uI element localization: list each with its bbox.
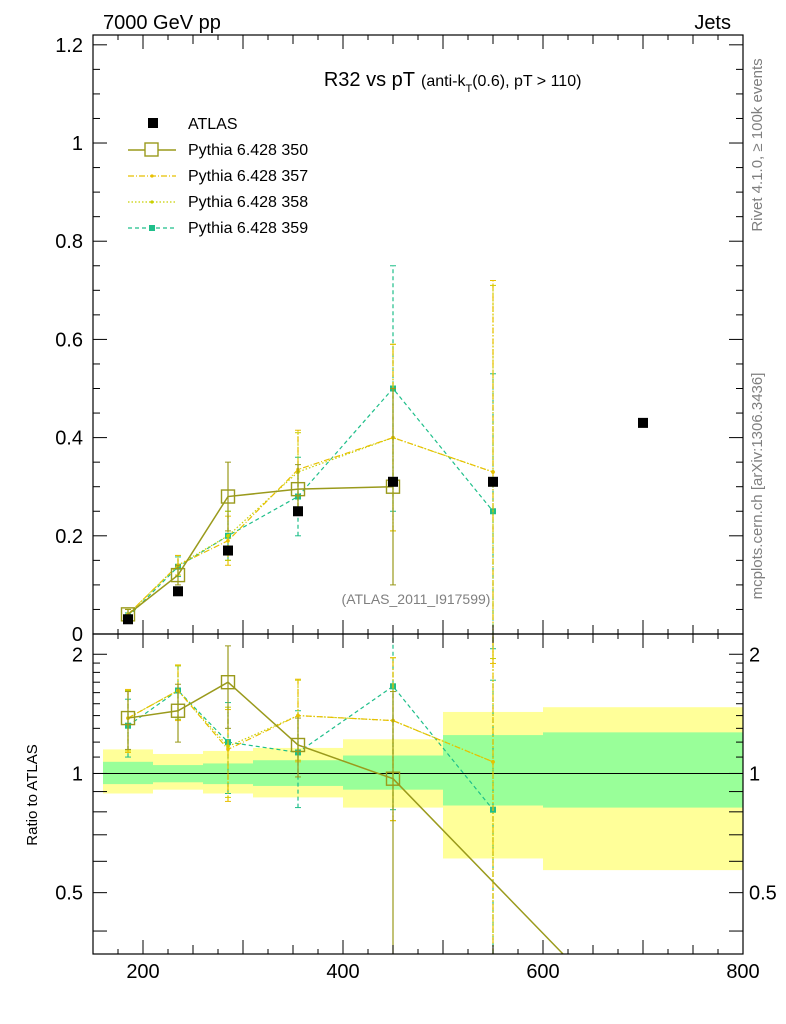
- series-350: [120, 388, 401, 622]
- series-atlas: [123, 417, 648, 625]
- ratio-series-350: [120, 645, 564, 955]
- ratio-ylabel: Ratio to ATLAS: [24, 744, 41, 845]
- chart-title: R32 vs pT: [324, 69, 415, 91]
- series-line-358: [127, 436, 494, 615]
- legend-marker-359: [149, 225, 155, 231]
- y-tick-label: 0.2: [55, 526, 83, 548]
- atlas-data-point: [223, 545, 233, 556]
- ratio-point: [226, 747, 230, 752]
- energy-label: 7000 GeV pp: [103, 12, 221, 34]
- ratio-point: [385, 771, 401, 786]
- x-tick-label: 800: [726, 961, 759, 983]
- ratio-point: [226, 744, 230, 749]
- ratio-y-tick-label: 2: [72, 644, 83, 666]
- legend-label-350: Pythia 6.428 350: [188, 142, 308, 159]
- series-line-357: [127, 436, 494, 615]
- legend-marker-350: [144, 142, 159, 157]
- chart-title-detail-b: (0.6), pT > 110): [472, 73, 581, 90]
- legend-label-atlas: ATLAS: [188, 116, 238, 133]
- ratio-point: [290, 737, 306, 753]
- legend-label-357: Pythia 6.428 357: [188, 168, 308, 185]
- y-tick-label: 0.4: [55, 428, 83, 450]
- rivet-label: Rivet 4.1.0, ≥ 100k events: [749, 58, 766, 231]
- data-point: [290, 481, 306, 497]
- uncertainty-band-inner: [543, 732, 743, 808]
- data-point: [226, 538, 230, 543]
- data-point: [220, 489, 236, 504]
- x-tick-label: 600: [526, 961, 559, 983]
- legend-marker-357: [150, 174, 154, 178]
- ratio-y-tick-label-right: 0.5: [749, 883, 777, 905]
- legend-label-358: Pythia 6.428 358: [188, 194, 308, 211]
- ratio-line-359: [127, 685, 494, 811]
- ratio-line-350: [127, 681, 564, 955]
- ratio-plot-panel: 0.5 0.5 1 1 2 2 200 400 600 800 Ratio to ATLAS: [24, 633, 777, 983]
- analysis-label: (ATLAS_2011_I917599): [342, 591, 491, 607]
- y-tick-label: 1: [72, 133, 83, 155]
- legend-marker-358: [150, 200, 154, 204]
- ratio-point: [491, 760, 495, 764]
- atlas-data-point: [173, 586, 183, 597]
- series-line-359: [127, 387, 494, 618]
- ratio-point: [296, 713, 300, 718]
- atlas-data-point: [388, 476, 398, 487]
- legend-label-359: Pythia 6.428 359: [188, 220, 308, 237]
- atlas-data-point: [123, 614, 133, 625]
- data-point: [170, 567, 186, 583]
- process-label: Jets: [694, 12, 731, 34]
- ratio-y-tick-label-right: 1: [749, 763, 760, 785]
- y-tick-label: 0.6: [55, 329, 83, 351]
- legend-marker-atlas: [148, 118, 158, 128]
- ratio-point: [170, 703, 186, 718]
- x-tick-label: 400: [326, 961, 359, 983]
- ratio-point: [120, 710, 136, 726]
- chart-title-detail: (anti-kT(0.6), pT > 110): [421, 73, 581, 95]
- y-tick-label: 0.8: [55, 231, 83, 253]
- atlas-data-point: [638, 417, 648, 428]
- main-plot-panel: 0 0.2 0.4 0.6 0.8 1 1.2 R32 vs pT (anti-kT(0.6…: [55, 34, 744, 664]
- y-tick-label: 1.2: [55, 35, 83, 57]
- chart-title-subscript: T: [465, 83, 472, 95]
- mcplots-label: mcplots.cern.ch [arXiv:1306.3436]: [749, 373, 766, 600]
- ratio-line-357: [127, 689, 494, 763]
- y-tick-label: 0: [72, 624, 83, 646]
- atlas-data-point: [488, 476, 498, 487]
- data-point: [226, 534, 230, 538]
- ratio-y-tick-label-right: 2: [749, 644, 760, 666]
- data-point: [491, 470, 495, 474]
- ratio-y-tick-label: 1: [72, 763, 83, 785]
- x-tick-label: 200: [126, 961, 159, 983]
- legend: ATLAS Pythia 6.428 350 Pythia 6.428 357 …: [128, 116, 308, 237]
- atlas-data-point: [293, 506, 303, 517]
- ratio-point: [220, 675, 236, 690]
- chart-title-detail-a: (anti-k: [421, 73, 466, 90]
- ratio-y-tick-label: 0.5: [55, 883, 83, 905]
